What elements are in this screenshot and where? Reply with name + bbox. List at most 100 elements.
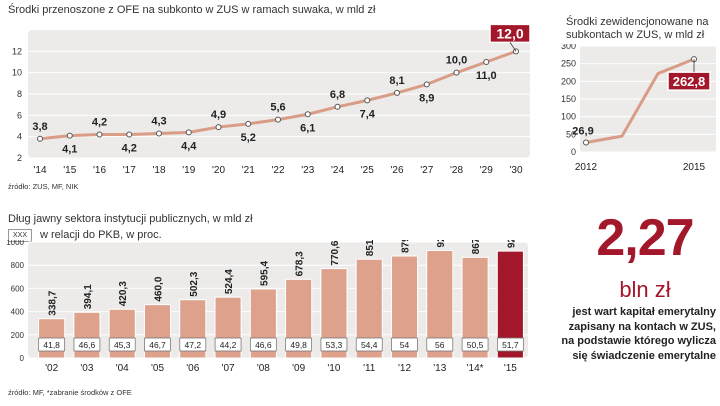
- chart1-data-label: 4,2: [122, 143, 137, 155]
- chart3-pct-box: [249, 337, 277, 352]
- chart1-point: [453, 69, 460, 76]
- chart1-point: [513, 48, 519, 55]
- chart3-pct-label: 44,2: [220, 340, 237, 350]
- chart3-pct-box: [179, 337, 207, 352]
- chart3-legend: XXX w relacji do PKB, w proc.: [8, 228, 162, 242]
- chart2-ytick-label: 200: [561, 76, 576, 86]
- chart3-xtick-label: '10: [327, 363, 340, 374]
- chart3-pct-label: 45,3: [114, 340, 131, 350]
- chart1-xtick-label: '15: [63, 165, 76, 176]
- chart2-callout-box: [667, 71, 711, 91]
- callout-description: jest wart kapitał emerytalny zapisany na…: [561, 306, 716, 362]
- chart3-ytick-label: 1000: [6, 240, 24, 247]
- chart3-value-label: 460,0: [154, 276, 165, 301]
- chart3-ytick-label: 0: [20, 354, 25, 363]
- chart3-pct-box: [391, 337, 418, 352]
- chart3-xtick-label: '13: [433, 363, 446, 374]
- chart1-ytick-label: 10: [12, 68, 22, 78]
- chart2-ytick-label: 0: [571, 147, 576, 157]
- chart1-point: [364, 97, 371, 104]
- chart3-ytick-label: 600: [11, 284, 25, 293]
- chart3-xtick-label: '03: [80, 363, 93, 374]
- chart2-svg: 0 50 100 150 200 250 300 2012 2015 26,9 262,8: [561, 44, 716, 173]
- chart1-xtick-label: '23: [301, 165, 314, 176]
- chart3-pct-box: [285, 337, 313, 352]
- chart1-xtick-label: '20: [212, 165, 225, 176]
- chart1-point: [304, 111, 311, 118]
- chart3-value-label: 678,3: [295, 251, 306, 276]
- callout-unit: bln zł: [619, 277, 671, 302]
- chart1-xtick-label: '26: [390, 165, 403, 176]
- chart1-data-label: 4,1: [62, 144, 77, 156]
- chart1-source: źródło: ZUS, MF, NIK: [8, 182, 79, 191]
- chart1-ytick-label: 8: [17, 89, 22, 99]
- chart1-point: [483, 59, 490, 65]
- chart3-value-label: 851,7: [365, 240, 376, 256]
- chart2-title-line1: Środki zewidencjonowane na: [566, 16, 709, 28]
- chart1-point: [96, 131, 103, 138]
- chart2-series-line: [585, 57, 695, 144]
- chart1-ytick-label: 4: [17, 132, 22, 142]
- chart3-value-label: 770,6: [330, 240, 341, 265]
- chart1-data-label: 6,8: [330, 89, 345, 101]
- chart3-xtick-label: '04: [116, 363, 129, 374]
- chart3-pct-label: 54: [400, 340, 410, 350]
- chart1-data-label: 8,1: [389, 75, 404, 87]
- chart3-value-label: 394,1: [83, 284, 94, 309]
- chart3-pct-label: 49,8: [290, 340, 307, 350]
- chart1-data-label: 11,0: [476, 70, 497, 82]
- chart1-svg: 2 4 6 8 10 12 '14 '15 '16 '17 '18 '19 '20 '21 '22 '23 '2…: [12, 23, 531, 176]
- chart3-pct-box: [38, 337, 66, 352]
- chart3-value-label: 867,9: [471, 240, 482, 254]
- chart1-point: [66, 132, 73, 139]
- chart1-title: Środki przenoszone z OFE na subkonto w Z…: [8, 4, 376, 16]
- chart3-pct-label: 50,5: [467, 340, 484, 350]
- chart2-xtick-label: 2015: [683, 162, 706, 173]
- chart2-ytick-label: 150: [561, 94, 576, 104]
- chart2-data-label: 262,8: [673, 74, 706, 89]
- chart1-point: [126, 131, 133, 138]
- chart1-callout-box: [489, 23, 531, 44]
- chart1-ytick-label: 12: [12, 46, 22, 56]
- chart1-data-label: 4,4: [181, 140, 197, 152]
- chart1-xtick-label: '19: [182, 165, 195, 176]
- chart3-legend-text: w relacji do PKB, w proc.: [40, 229, 162, 241]
- chart3-ytick-label: 200: [11, 331, 25, 340]
- chart1-point: [156, 130, 162, 137]
- chart3-value-label: 420,3: [118, 281, 129, 306]
- chart1-xtick-label: '21: [242, 165, 255, 176]
- chart3-svg: 0 200 400 600 800 1000 338,7 41,8 '02 394,1 46,6 '0…: [6, 240, 528, 374]
- chart1-xtick-label: '25: [361, 165, 374, 176]
- chart1-xtick-label: '29: [480, 165, 493, 176]
- chart1-xtick-label: '28: [450, 165, 463, 176]
- chart3-pct-label: 46,6: [255, 340, 272, 350]
- chart1-xtick-label: '24: [331, 165, 344, 176]
- chart2-ytick-label: 250: [561, 59, 576, 69]
- chart3-pct-label: 54,4: [361, 340, 378, 350]
- chart3-pct-label: 46,6: [79, 340, 96, 350]
- chart1-point: [275, 116, 281, 123]
- chart3-pct-box: [355, 337, 383, 352]
- callout-value: 2,27: [596, 209, 694, 267]
- chart3-pct-box: [320, 337, 348, 352]
- chart3-pct-box: [108, 337, 136, 352]
- chart3-ytick-label: 400: [11, 308, 25, 317]
- chart3-value-label: 338,7: [48, 290, 59, 315]
- chart3-xtick-label: '15: [504, 363, 517, 374]
- chart3-xtick-label: '05: [151, 363, 164, 374]
- chart3-xtick-label: '12: [398, 363, 411, 374]
- chart1-point: [394, 89, 400, 96]
- chart1-xtick-label: '22: [271, 165, 284, 176]
- chart2-ytick-label: 50: [566, 129, 576, 139]
- chart3-pct-box: [144, 337, 171, 352]
- chart1-point: [334, 103, 341, 110]
- chart1-point: [37, 135, 43, 142]
- chart1-callout-leader: [509, 42, 517, 52]
- chart1-data-label: 4,3: [151, 115, 166, 127]
- chart3-xtick-label: '09: [292, 363, 305, 374]
- chart1-point: [215, 124, 222, 131]
- chart3-value-label: 927,0: [436, 240, 447, 247]
- chart1-data-label: 12,0: [496, 25, 523, 41]
- chart3-ytick-label: 800: [11, 261, 25, 270]
- chart3-pct-box: [426, 337, 454, 352]
